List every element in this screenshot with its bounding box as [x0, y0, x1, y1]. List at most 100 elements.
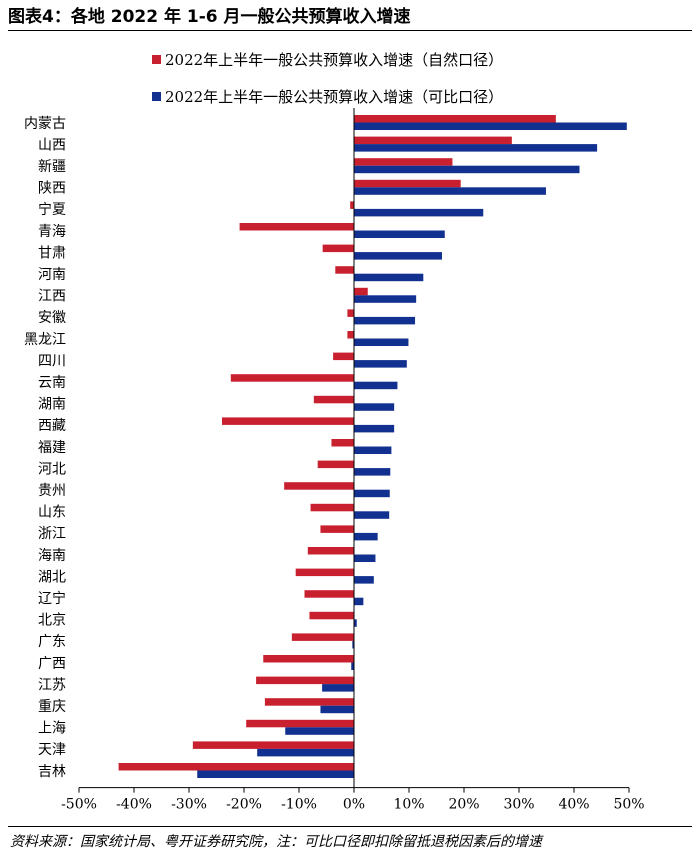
x-tick-label: -50%	[61, 797, 97, 813]
category-label: 安徽	[38, 310, 66, 326]
bar-comparable	[354, 252, 442, 260]
bar-natural	[304, 590, 354, 598]
category-label: 陕西	[38, 181, 66, 197]
x-tick-label: -40%	[116, 797, 152, 813]
category-label: 宁夏	[38, 201, 66, 218]
bar-natural	[239, 223, 354, 231]
legend-swatch-natural	[152, 54, 161, 64]
bar-comparable	[354, 122, 627, 130]
bar-comparable	[354, 295, 417, 303]
category-label: 吉林	[38, 764, 66, 780]
category-label: 浙江	[38, 526, 66, 542]
x-tick-label: 0%	[343, 797, 365, 813]
bar-comparable	[352, 640, 354, 649]
legend-item-natural: 2022年上半年一般公共预算收入增速（自然口径）	[152, 46, 503, 72]
bar-natural	[313, 395, 354, 404]
bar-natural	[354, 287, 368, 296]
source-note: 资料来源：国家统计局、粤开证券研究院，注：可比口径即扣除留抵退税因素后的增速	[10, 834, 542, 850]
bar-comparable	[354, 468, 391, 476]
bar-natural	[331, 439, 354, 447]
category-label: 湖南	[38, 397, 66, 413]
bar-natural	[295, 568, 354, 577]
legend-swatch-comparable	[152, 91, 161, 101]
bar-comparable	[354, 273, 424, 282]
x-tick-label: -20%	[226, 797, 262, 813]
bar-natural	[291, 633, 354, 641]
bar-comparable	[354, 144, 598, 152]
bar-natural	[354, 115, 556, 123]
category-label: 重庆	[38, 699, 66, 715]
bar-natural	[347, 309, 354, 317]
bar-comparable	[354, 187, 546, 195]
category-label: 江西	[38, 289, 66, 305]
category-label: 江苏	[38, 677, 66, 693]
category-label: 上海	[38, 721, 66, 737]
bar-comparable	[322, 684, 354, 692]
bar-comparable	[354, 338, 409, 346]
bar-comparable	[354, 532, 378, 541]
bar-natural	[310, 503, 354, 512]
category-label: 青海	[38, 224, 66, 240]
category-label: 广东	[38, 634, 66, 650]
bar-comparable	[354, 230, 445, 238]
bar-chart: 内蒙古山西新疆陕西宁夏青海甘肃河南江西安徽黑龙江四川云南湖南西藏福建河北贵州山东…	[24, 108, 645, 813]
bar-comparable	[354, 511, 390, 519]
category-label: 广西	[38, 656, 66, 672]
bar-comparable	[354, 446, 392, 454]
bar-comparable	[320, 705, 354, 714]
bar-comparable	[354, 489, 390, 498]
category-label: 云南	[38, 375, 66, 391]
bar-natural	[256, 676, 354, 685]
bar-comparable	[354, 424, 395, 433]
bar-comparable	[257, 748, 354, 757]
category-label: 四川	[38, 353, 66, 369]
category-label: 湖北	[38, 569, 66, 585]
bar-natural	[222, 417, 354, 425]
category-label: 新疆	[38, 159, 66, 175]
bar-comparable	[354, 316, 416, 325]
bar-natural	[350, 201, 354, 209]
legend-item-comparable: 2022年上半年一般公共预算收入增速（可比口径）	[152, 83, 503, 109]
bar-comparable	[354, 576, 374, 584]
category-label: 天津	[38, 742, 66, 758]
category-label: 北京	[38, 613, 66, 629]
x-tick-label: -30%	[171, 797, 207, 813]
x-tick-label: 40%	[558, 797, 589, 813]
category-label: 河南	[38, 267, 66, 283]
legend-label-natural: 2022年上半年一般公共预算收入增速（自然口径）	[165, 50, 504, 69]
category-label: 辽宁	[38, 590, 66, 607]
title-rule	[8, 30, 692, 31]
legend: 2022年上半年一般公共预算收入增速（自然口径） 2022年上半年一般公共预算收…	[152, 46, 503, 120]
bar-comparable	[354, 208, 484, 217]
bar-natural	[354, 158, 453, 166]
category-label: 贵州	[38, 483, 66, 499]
bar-natural	[320, 525, 354, 533]
category-label: 福建	[38, 440, 66, 456]
bar-natural	[192, 741, 354, 749]
bar-natural	[322, 244, 354, 253]
bar-comparable	[354, 360, 407, 368]
bar-natural	[118, 763, 354, 771]
bar-comparable	[351, 662, 354, 670]
category-label: 甘肃	[38, 245, 66, 261]
bar-comparable	[197, 770, 354, 778]
bar-natural	[335, 266, 354, 274]
x-tick-label: 20%	[448, 797, 479, 813]
bar-natural	[309, 611, 354, 620]
bar-natural	[354, 136, 512, 145]
bar-comparable	[354, 554, 376, 562]
bar-natural	[317, 460, 354, 469]
bar-comparable	[354, 165, 580, 174]
legend-label-comparable: 2022年上半年一般公共预算收入增速（可比口径）	[165, 87, 504, 106]
bar-natural	[354, 179, 461, 188]
category-label: 河北	[38, 461, 66, 477]
bar-natural	[264, 698, 354, 706]
bar-natural	[230, 374, 354, 382]
category-label: 内蒙古	[24, 116, 66, 132]
x-tick-label: 30%	[503, 797, 534, 813]
bar-natural	[347, 331, 354, 339]
bar-comparable	[354, 619, 357, 627]
bar-comparable	[354, 403, 395, 411]
x-tick-label: 50%	[613, 797, 644, 813]
bar-natural	[284, 482, 354, 490]
